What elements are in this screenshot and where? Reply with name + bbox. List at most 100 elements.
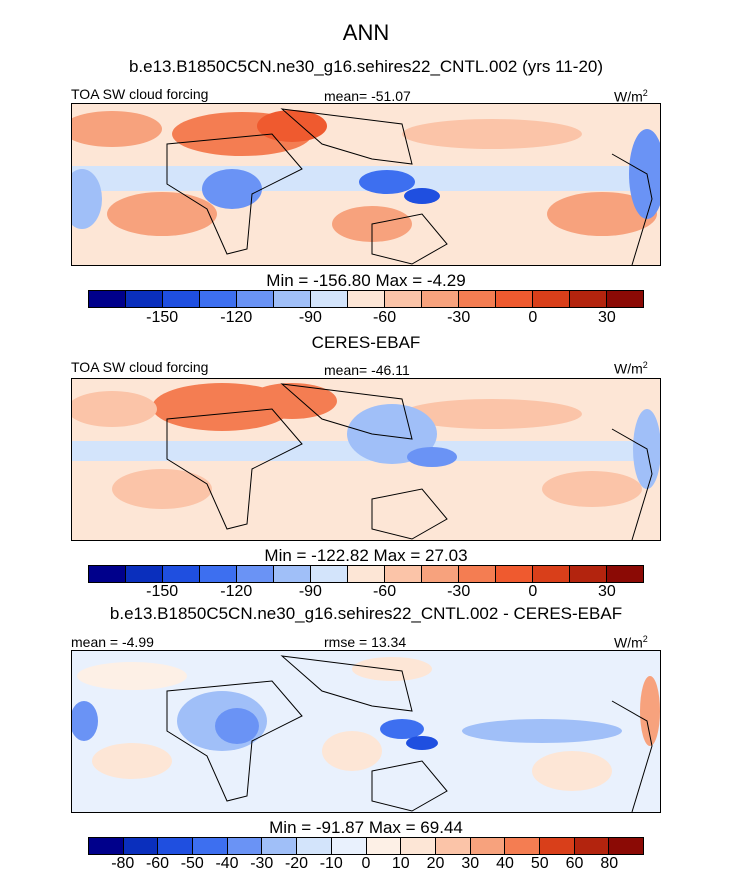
colorbar-swatch <box>348 291 385 307</box>
colorbar-tick-label: 0 <box>528 583 538 600</box>
colorbar-swatch <box>533 291 570 307</box>
colorbar-swatch <box>570 566 607 582</box>
colorbar-tick-label: -20 <box>284 855 309 872</box>
colorbar-swatch <box>607 566 643 582</box>
colorbar-swatch <box>609 838 643 854</box>
colorbar-swatch <box>126 291 163 307</box>
colorbar-swatch <box>539 838 575 854</box>
colorbar-tick-label: 80 <box>600 855 619 872</box>
colorbar-swatch <box>505 838 540 854</box>
colorbar-tick-label: 0 <box>528 309 538 326</box>
colorbar-tick-label: -80 <box>111 855 135 872</box>
panel1-mean: mean= -51.07 <box>324 88 411 104</box>
panel2-variable: TOA SW cloud forcing <box>71 359 209 375</box>
colorbar-swatch <box>574 838 610 854</box>
panel3-colorbar-ticks: -80 -60 -50 -40 -30 -20 -10 0 10 20 30 40 50 60 80 <box>88 855 644 875</box>
colorbar-swatch <box>533 566 570 582</box>
colorbar-tick-label: -60 <box>145 855 170 872</box>
panel2-minmax: Min = -122.82 Max = 27.03 <box>264 546 468 565</box>
colorbar-swatch <box>311 566 348 582</box>
colorbar-tick-label: -90 <box>298 583 322 600</box>
colorbar-swatch <box>607 291 643 307</box>
panel1-field <box>72 104 660 265</box>
colorbar-tick-label: 0 <box>361 855 371 872</box>
panel2-colorbar-ticks: -150 -120 -90 -60 -30 0 30 <box>88 583 644 603</box>
panel2-map <box>71 378 661 541</box>
panel2-title: CERES-EBAF <box>311 333 421 352</box>
colorbar-tick-label: -60 <box>372 583 397 600</box>
colorbar-swatch <box>570 291 607 307</box>
colorbar-swatch <box>237 566 274 582</box>
colorbar-tick-label: 60 <box>565 855 584 872</box>
colorbar-swatch <box>200 291 237 307</box>
colorbar-tick-label: -30 <box>447 309 471 326</box>
panel1-variable: TOA SW cloud forcing <box>71 86 209 102</box>
colorbar-swatch <box>200 566 237 582</box>
colorbar-tick-label: 10 <box>391 855 410 872</box>
colorbar-swatch <box>237 291 274 307</box>
panel1-units: W/m2 <box>614 88 648 105</box>
colorbar-swatch <box>348 566 385 582</box>
colorbar-swatch <box>123 838 159 854</box>
panel3-rmse: rmse = 13.34 <box>324 634 407 650</box>
colorbar-tick-label: 30 <box>461 855 480 872</box>
colorbar-swatch <box>496 291 533 307</box>
panel1-map <box>71 103 661 266</box>
panel3-mean: mean = -4.99 <box>71 634 154 650</box>
colorbar-swatch <box>385 291 422 307</box>
panel1-minmax: Min = -156.80 Max = -4.29 <box>266 271 466 290</box>
colorbar-swatch <box>311 291 348 307</box>
colorbar-tick-label: -30 <box>250 855 274 872</box>
panel2-units: W/m2 <box>614 360 648 377</box>
colorbar-swatch <box>459 566 496 582</box>
colorbar-swatch <box>422 566 459 582</box>
colorbar-tick-label: -50 <box>180 855 204 872</box>
panel2-mean: mean= -46.11 <box>324 362 410 378</box>
colorbar-swatch <box>331 838 367 854</box>
panel2-colorbar <box>88 565 644 583</box>
colorbar-tick-label: -120 <box>220 583 253 600</box>
colorbar-swatch <box>274 566 311 582</box>
panel1-colorbar-ticks: -150 -120 -90 -60 -30 0 30 <box>88 309 644 329</box>
colorbar-tick-label: -10 <box>319 855 343 872</box>
colorbar-swatch <box>435 838 471 854</box>
colorbar-swatch <box>89 838 124 854</box>
colorbar-tick-label: -150 <box>146 309 179 326</box>
panel3-colorbar <box>88 837 644 855</box>
panel3-units: W/m2 <box>614 634 648 651</box>
panel3-minmax: Min = -91.87 Max = 69.44 <box>269 818 463 837</box>
colorbar-tick-label: 30 <box>598 583 616 600</box>
panel2-field <box>72 379 660 540</box>
colorbar-swatch <box>126 566 163 582</box>
panel3-map <box>71 650 661 813</box>
colorbar-tick-label: -40 <box>215 855 239 872</box>
colorbar-swatch <box>422 291 459 307</box>
colorbar-tick-label: 40 <box>496 855 514 872</box>
colorbar-swatch <box>158 838 194 854</box>
colorbar-tick-label: -30 <box>447 583 471 600</box>
colorbar-swatch <box>163 566 200 582</box>
colorbar-swatch <box>262 838 298 854</box>
panel1-title: b.e13.B1850C5CN.ne30_g16.sehires22_CNTL.… <box>128 57 604 76</box>
colorbar-swatch <box>274 291 311 307</box>
panel3-field <box>72 651 660 812</box>
colorbar-swatch <box>366 838 402 854</box>
colorbar-swatch <box>401 838 436 854</box>
panel1-colorbar <box>88 290 644 308</box>
colorbar-swatch <box>227 838 263 854</box>
colorbar-swatch <box>193 838 228 854</box>
colorbar-swatch <box>459 291 496 307</box>
colorbar-tick-label: 30 <box>598 309 616 326</box>
figure-title: ANN <box>342 20 390 45</box>
colorbar-swatch <box>297 838 332 854</box>
colorbar-tick-label: -60 <box>372 309 397 326</box>
colorbar-swatch <box>385 566 422 582</box>
colorbar-tick-label: 20 <box>426 855 445 872</box>
colorbar-swatch <box>496 566 533 582</box>
colorbar-tick-label: -90 <box>298 309 322 326</box>
colorbar-swatch <box>89 566 126 582</box>
colorbar-tick-label: -120 <box>220 309 253 326</box>
colorbar-swatch <box>470 838 506 854</box>
panel3-title: b.e13.B1850C5CN.ne30_g16.sehires22_CNTL.… <box>109 604 623 623</box>
